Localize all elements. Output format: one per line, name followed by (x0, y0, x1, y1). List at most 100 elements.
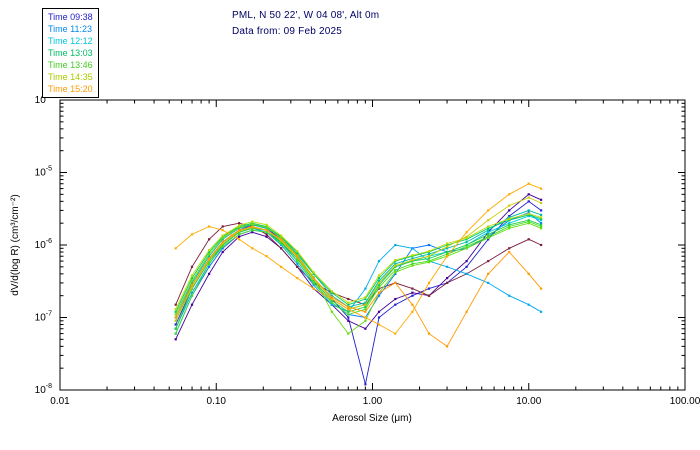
series-marker (174, 313, 177, 316)
series-marker (221, 229, 224, 232)
series-marker (190, 279, 194, 282)
series-marker (190, 294, 194, 297)
page-title: PML, N 50 22', W 04 08', Alt 0m (232, 10, 380, 21)
y-tick-label: 10-6 (35, 238, 52, 251)
series-marker (312, 284, 315, 287)
series-marker (487, 260, 490, 263)
series-marker (540, 219, 543, 222)
series-marker (296, 250, 299, 253)
series-marker (174, 332, 177, 335)
series-line-10 (175, 222, 542, 335)
series-marker (487, 231, 490, 234)
y-tick-label: 10-7 (35, 311, 52, 324)
series-marker (190, 265, 194, 268)
series-marker (330, 301, 333, 304)
series-marker (280, 240, 283, 244)
series-marker (364, 287, 367, 290)
series-marker (427, 255, 431, 258)
series-marker (312, 287, 315, 290)
series-marker (411, 291, 414, 294)
series-marker (540, 225, 543, 228)
series-marker (208, 257, 211, 260)
series-marker (265, 231, 268, 234)
series-marker (527, 219, 530, 222)
series-marker (540, 216, 543, 219)
series-marker (251, 231, 254, 234)
series-marker (427, 243, 431, 247)
series-marker (394, 264, 397, 267)
series-marker (487, 238, 490, 241)
series-marker (221, 235, 224, 238)
series-marker (508, 204, 511, 207)
series-marker (347, 301, 350, 304)
series-marker (221, 236, 224, 240)
series-marker (330, 303, 333, 306)
series-marker (527, 303, 530, 306)
series-marker (377, 279, 381, 282)
series-marker (208, 262, 211, 265)
series-marker (411, 254, 414, 257)
series-marker (364, 316, 367, 319)
series-marker (411, 294, 414, 297)
plot-frame (59, 99, 686, 391)
series-marker (508, 250, 511, 254)
series-marker (208, 238, 211, 241)
series-marker (208, 265, 211, 268)
series-marker (427, 257, 431, 260)
series-marker (427, 281, 431, 284)
series-marker (208, 249, 211, 252)
series-marker (540, 201, 543, 205)
series-marker (221, 242, 224, 245)
series-marker (465, 243, 468, 247)
series-marker (312, 271, 315, 274)
series-marker (427, 332, 431, 335)
series-marker (394, 243, 397, 247)
series-marker (296, 260, 299, 263)
series-marker (465, 272, 468, 275)
series-marker (190, 291, 194, 294)
series-marker (446, 247, 449, 250)
series-marker (427, 294, 431, 297)
series-marker (208, 255, 211, 258)
series-marker (446, 243, 449, 247)
series-marker (221, 240, 224, 244)
series-marker (238, 229, 241, 232)
series-marker (527, 220, 530, 223)
series-marker (265, 226, 268, 229)
y-tick-label: 10-8 (35, 383, 52, 396)
series-marker (265, 235, 268, 238)
series-marker (394, 272, 397, 275)
series-marker (174, 247, 177, 250)
series-marker (347, 316, 350, 319)
series-marker (527, 215, 530, 218)
series-marker (540, 287, 543, 290)
series-marker (446, 250, 449, 254)
series-marker (527, 182, 530, 185)
series-marker (465, 247, 468, 250)
series-marker (280, 239, 283, 242)
series-marker (377, 274, 381, 277)
series-marker (251, 222, 254, 226)
series-marker (208, 250, 211, 254)
series-marker (221, 234, 224, 237)
series-marker (508, 216, 511, 219)
series-marker (174, 316, 177, 319)
series-marker (364, 308, 367, 311)
series-marker (330, 294, 333, 297)
series-marker (487, 227, 490, 230)
series-marker (427, 250, 431, 253)
series-marker (394, 332, 397, 335)
series-marker (411, 262, 414, 265)
series-marker (280, 247, 283, 250)
series-marker (508, 193, 511, 196)
series-marker (221, 247, 224, 250)
series-marker (394, 297, 397, 301)
series-marker (251, 220, 254, 223)
series-marker (508, 294, 511, 297)
series-marker (508, 209, 511, 212)
series-marker (296, 257, 299, 260)
series-marker (190, 281, 194, 284)
series-marker (508, 227, 511, 230)
series-marker (174, 319, 177, 322)
